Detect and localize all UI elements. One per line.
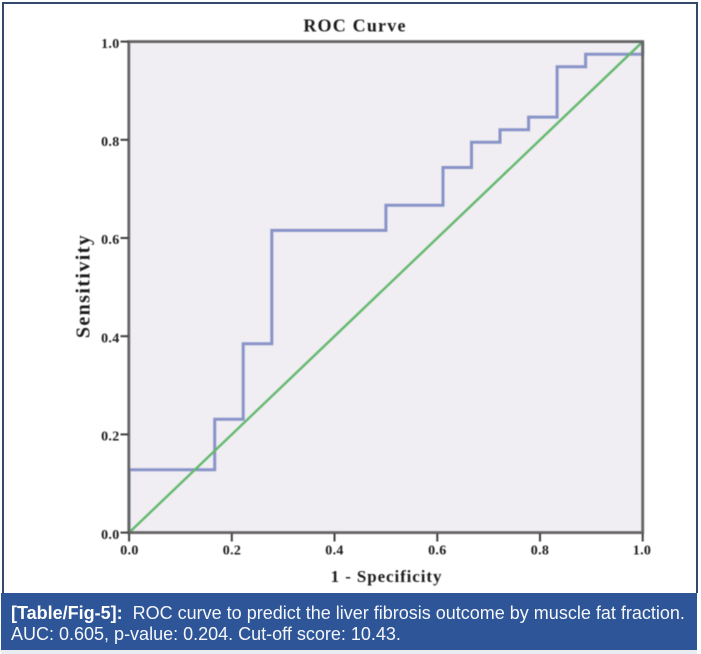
svg-text:1 - Specificity: 1 - Specificity (331, 567, 443, 586)
svg-text:0.2: 0.2 (223, 544, 241, 559)
svg-text:0.0: 0.0 (120, 544, 138, 559)
svg-text:0.8: 0.8 (101, 135, 119, 150)
svg-text:0.4: 0.4 (325, 544, 343, 559)
svg-text:Sensitivity: Sensitivity (73, 234, 95, 338)
svg-text:0.2: 0.2 (101, 430, 119, 445)
svg-text:1.0: 1.0 (633, 544, 651, 559)
svg-text:0.8: 0.8 (531, 544, 549, 559)
svg-text:ROC Curve: ROC Curve (303, 16, 406, 36)
svg-text:0.4: 0.4 (101, 331, 119, 346)
svg-text:0.6: 0.6 (428, 544, 446, 559)
svg-text:1.0: 1.0 (101, 37, 119, 52)
svg-text:0.6: 0.6 (101, 233, 119, 248)
svg-text:0.0: 0.0 (101, 528, 119, 543)
